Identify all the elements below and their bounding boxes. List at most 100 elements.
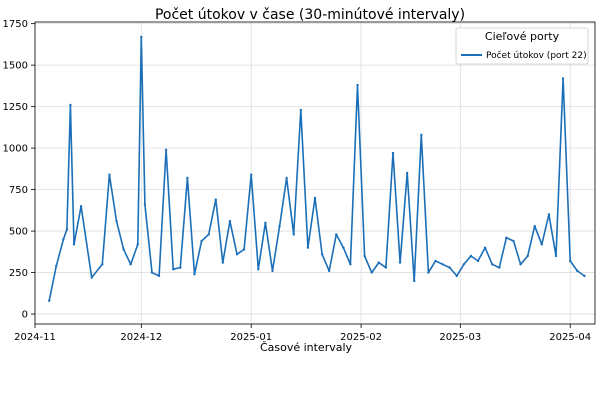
- data-point: [69, 103, 72, 107]
- x-tick-label: 2024-12: [120, 332, 162, 343]
- data-point: [462, 263, 466, 266]
- data-point: [547, 213, 551, 216]
- y-tick-label: 1750: [3, 19, 28, 30]
- data-point: [72, 243, 76, 246]
- y-tick-label: 750: [9, 185, 28, 196]
- data-point: [519, 263, 522, 266]
- data-point: [349, 263, 352, 266]
- data-point: [540, 243, 544, 246]
- data-point: [441, 263, 444, 266]
- data-point: [405, 171, 409, 175]
- data-point: [186, 176, 189, 180]
- legend: Cieľové porty Počet útokov (port 22): [455, 27, 589, 65]
- data-point: [140, 35, 143, 39]
- data-point: [101, 263, 104, 266]
- data-point: [576, 269, 579, 273]
- data-point: [370, 271, 373, 274]
- data-point: [561, 77, 565, 80]
- data-point: [420, 133, 423, 137]
- axis-ticks: 0 250 500 750 1000 1250 1500 1750 2024-11 2024-12…: [3, 19, 592, 343]
- series-layer: [47, 35, 586, 302]
- legend-series-label: Počet útokov (port 22): [486, 50, 587, 61]
- data-point: [483, 246, 487, 249]
- data-point: [271, 269, 274, 273]
- data-point: [242, 248, 246, 251]
- data-point: [533, 224, 536, 228]
- chart-title: Počet útokov v čase (30-minútové interva…: [155, 7, 465, 23]
- data-point: [320, 253, 324, 256]
- data-point: [90, 276, 93, 279]
- data-point: [150, 271, 154, 274]
- x-tick-label: 2025-01: [230, 332, 272, 343]
- y-tick-label: 0: [22, 310, 28, 321]
- data-point: [455, 274, 458, 278]
- data-point: [285, 176, 288, 180]
- y-tick-label: 1250: [3, 102, 28, 113]
- data-point: [157, 274, 161, 278]
- data-point: [62, 238, 65, 241]
- data-point: [250, 173, 253, 176]
- data-point: [143, 203, 147, 206]
- series-line: [48, 36, 585, 301]
- x-tick-label: 2025-03: [439, 332, 481, 343]
- data-point: [377, 261, 380, 264]
- data-point: [235, 253, 239, 256]
- data-point: [292, 233, 295, 236]
- data-point: [129, 263, 132, 266]
- data-point: [335, 233, 338, 236]
- data-point: [469, 254, 473, 258]
- data-point: [505, 236, 508, 239]
- data-point: [257, 268, 260, 271]
- data-point: [122, 248, 125, 251]
- data-point: [498, 266, 501, 269]
- data-point: [115, 219, 118, 223]
- data-point: [172, 268, 175, 271]
- data-point: [306, 246, 310, 249]
- data-point: [108, 173, 111, 176]
- data-point: [179, 266, 182, 269]
- data-point: [583, 274, 586, 278]
- data-point: [193, 273, 196, 276]
- x-axis-title: Časové intervaly: [260, 341, 353, 354]
- data-point: [214, 198, 217, 201]
- legend-title: Cieľové porty: [485, 30, 560, 43]
- data-point: [200, 239, 203, 243]
- data-point: [363, 254, 366, 258]
- data-point: [434, 259, 437, 263]
- data-point: [228, 219, 232, 223]
- data-point: [207, 233, 210, 236]
- data-point: [136, 243, 139, 246]
- data-point: [299, 108, 303, 112]
- y-tick-label: 500: [9, 227, 28, 238]
- data-point: [568, 259, 572, 263]
- y-tick-label: 250: [9, 268, 28, 279]
- data-point: [221, 261, 225, 264]
- grid: [34, 22, 595, 324]
- plot-frame: [34, 21, 596, 325]
- x-tick-label: 2024-11: [14, 332, 56, 343]
- x-tick-label: 2025-04: [549, 332, 591, 343]
- data-point: [278, 224, 281, 228]
- data-point: [55, 264, 58, 268]
- data-point: [413, 279, 416, 283]
- data-point: [427, 271, 430, 274]
- data-point: [398, 261, 402, 264]
- data-point: [79, 204, 83, 208]
- data-point: [356, 83, 359, 87]
- data-point: [526, 254, 529, 258]
- data-point: [554, 254, 558, 258]
- data-point: [264, 221, 267, 224]
- data-point: [327, 269, 331, 273]
- legend-box: [455, 27, 589, 65]
- data-point: [65, 228, 69, 231]
- y-tick-label: 1500: [3, 61, 28, 72]
- data-point: [47, 299, 51, 302]
- data-point: [512, 239, 515, 243]
- data-point: [313, 196, 317, 200]
- data-point: [491, 263, 494, 266]
- data-point: [448, 266, 451, 269]
- y-tick-label: 1000: [3, 144, 28, 155]
- x-tick-label: 2025-02: [340, 332, 382, 343]
- data-point: [391, 151, 395, 155]
- data-point: [384, 266, 388, 269]
